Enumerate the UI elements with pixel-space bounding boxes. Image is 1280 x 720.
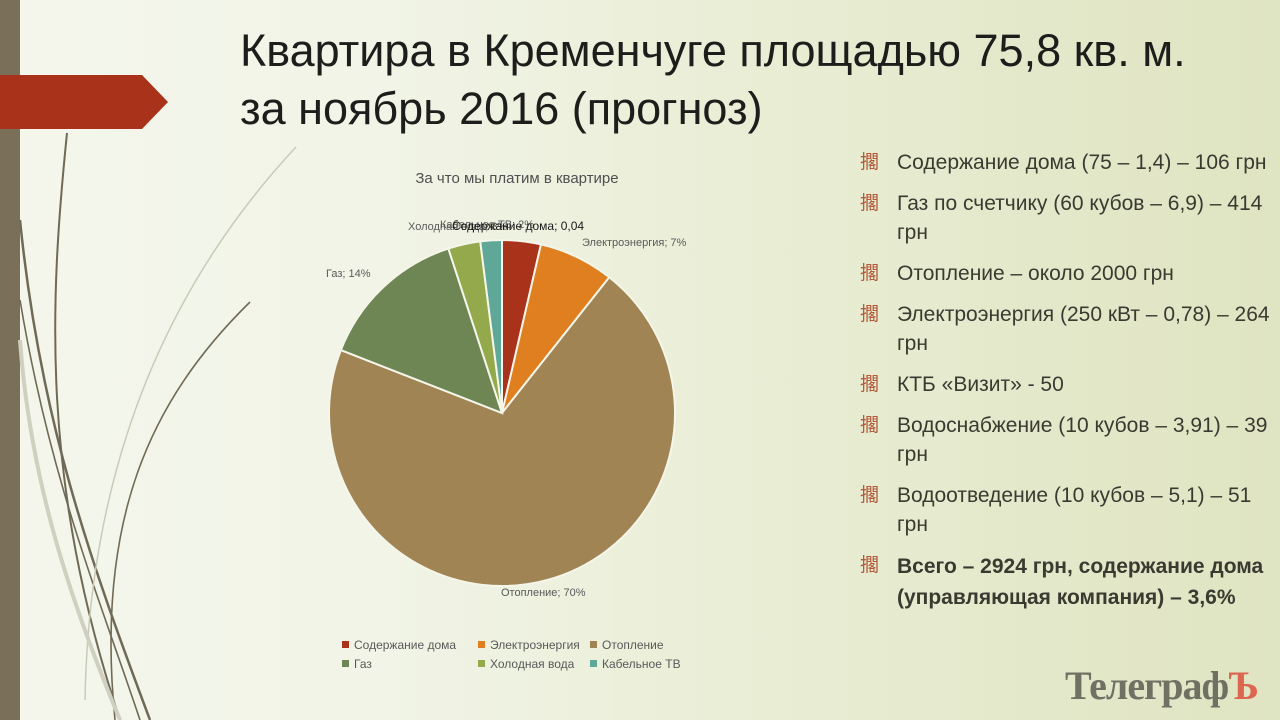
bullet-icon: 擱	[860, 484, 880, 506]
watermark-text: Телеграф	[1065, 663, 1229, 708]
list-item: 擱 Электроэнергия (250 кВт – 0,78) – 264 г…	[860, 300, 1270, 358]
list-item: 擱 Газ по счетчику (60 кубов – 6,9) – 414 …	[860, 189, 1270, 247]
data-label-cable-tv: Кабельное ТВ; 2%	[440, 219, 535, 231]
legend-item-electricity: Электроэнергия	[478, 638, 590, 652]
list-item: 擱 КТБ «Визит» - 50	[860, 370, 1270, 399]
chart-title: За что мы платим в квартире	[415, 170, 619, 187]
list-item: 擱 Водоснабжение (10 кубов – 3,91) – 39 гр…	[860, 411, 1270, 469]
data-label-heating: Отопление; 70%	[501, 587, 586, 599]
legend-item-gas: Газ	[342, 657, 478, 671]
list-item: 擱 Содержание дома (75 – 1,4) – 106 грн	[860, 148, 1270, 177]
watermark-hard-sign: Ъ	[1228, 663, 1259, 708]
pie-chart: За что мы платим в квартире Холодная вод…	[300, 150, 720, 680]
decorative-curves	[18, 132, 297, 720]
legend-swatch	[478, 660, 485, 667]
bullet-text: Содержание дома (75 – 1,4) – 106 грн	[897, 151, 1267, 174]
bullet-text: Всего – 2924 грн, содержание дома (управ…	[897, 555, 1264, 609]
telegraf-watermark-logo: ТелеграфЪ	[1065, 662, 1259, 709]
data-label-cold-water: Холодная вода; 3%	[408, 221, 508, 233]
legend-item-cable-tv: Кабельное ТВ	[590, 657, 681, 671]
legend-item-maintenance: Содержание дома	[342, 638, 478, 652]
pie-graphic	[328, 238, 676, 587]
bullet-text: Электроэнергия (250 кВт – 0,78) – 264 гр…	[897, 303, 1270, 355]
legend-swatch	[478, 641, 485, 648]
legend-label: Содержание дома	[354, 637, 457, 652]
legend-label: Газ	[354, 656, 372, 671]
bullet-icon: 擱	[860, 554, 880, 576]
pie-slice	[328, 275, 676, 587]
bullet-text: Отопление – около 2000 грн	[897, 262, 1174, 285]
list-item: 擱 Водоотведение (10 кубов – 5,1) – 51 грн	[860, 481, 1270, 539]
legend-row: Газ Холодная вода Кабельное ТВ	[342, 654, 722, 673]
data-label-electricity: Электроэнергия; 7%	[582, 237, 687, 249]
list-item-total: 擱 Всего – 2924 грн, содержание дома (упр…	[860, 551, 1270, 613]
legend-label: Холодная вода	[490, 656, 575, 671]
bullet-icon: 擱	[860, 262, 880, 284]
legend-swatch	[342, 660, 349, 667]
bullet-text: Водоотведение (10 кубов – 5,1) – 51 грн	[897, 484, 1252, 536]
slide-title: Квартира в Кременчуге площадью 75,8 кв. …	[240, 25, 1186, 134]
bullet-icon: 擱	[860, 303, 880, 325]
bullet-icon: 擱	[860, 151, 880, 173]
data-label-maintenance: Содержание дома; 0,04	[452, 219, 585, 233]
bullet-icon: 擱	[860, 192, 880, 214]
legend-item-cold-water: Холодная вода	[478, 657, 590, 671]
bullet-icon: 擱	[860, 414, 880, 436]
bullet-text: Водоснабжение (10 кубов – 3,91) – 39 грн	[897, 414, 1268, 466]
pie-slice	[479, 238, 503, 414]
legend-item-heating: Отопление	[590, 638, 664, 652]
legend-swatch	[590, 641, 597, 648]
bullet-text: Газ по счетчику (60 кубов – 6,9) – 414 г…	[897, 192, 1263, 244]
list-item: 擱 Отопление – около 2000 грн	[860, 259, 1270, 288]
legend-row: Содержание дома Электроэнергия Отопление	[342, 635, 722, 654]
left-accent-bar	[0, 0, 20, 720]
bullet-text: КТБ «Визит» - 50	[897, 373, 1064, 396]
legend-label: Электроэнергия	[490, 637, 580, 652]
chart-legend: Содержание дома Электроэнергия Отопление…	[342, 635, 722, 673]
legend-label: Отопление	[602, 637, 664, 652]
legend-swatch	[590, 660, 597, 667]
title-arrow-marker	[0, 75, 168, 129]
data-label-gas: Газ; 14%	[326, 268, 371, 280]
bullet-icon: 擱	[860, 373, 880, 395]
legend-label: Кабельное ТВ	[602, 656, 681, 671]
legend-swatch	[342, 641, 349, 648]
